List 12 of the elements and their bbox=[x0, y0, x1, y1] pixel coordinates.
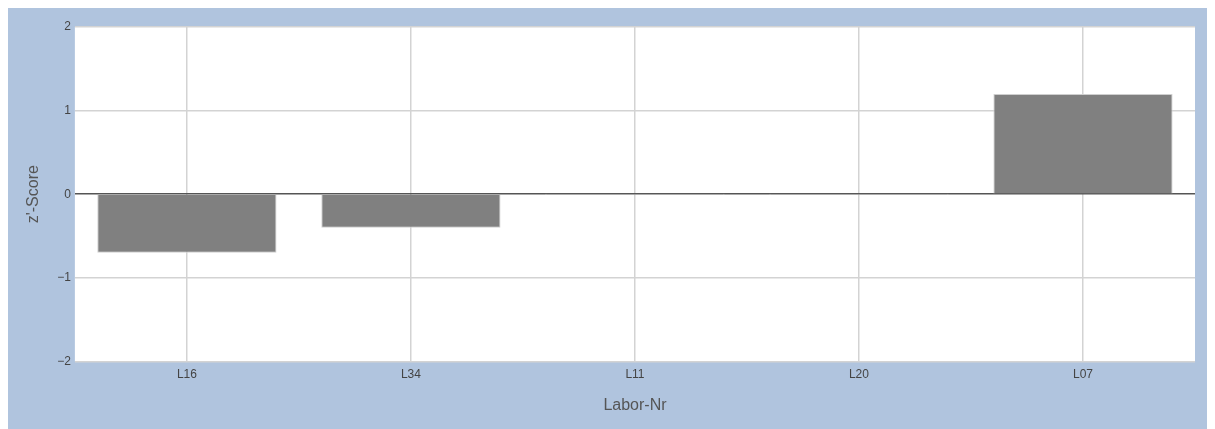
x-tick-label: L07 bbox=[1072, 366, 1094, 381]
x-tick-label: L16 bbox=[176, 366, 198, 381]
y-tick-label: −2 bbox=[57, 353, 72, 368]
y-tick-label: 1 bbox=[64, 102, 72, 117]
x-tick-label: L34 bbox=[400, 366, 422, 381]
x-tick-label: L20 bbox=[848, 366, 870, 381]
x-tick-label: L11 bbox=[625, 366, 645, 381]
x-axis-title: Labor-Nr bbox=[603, 395, 668, 413]
y-tick-label: 0 bbox=[64, 186, 72, 201]
y-tick-label: 2 bbox=[64, 19, 72, 34]
y-axis-title: z'-Score bbox=[24, 165, 42, 224]
y-tick-label: −1 bbox=[57, 270, 72, 285]
